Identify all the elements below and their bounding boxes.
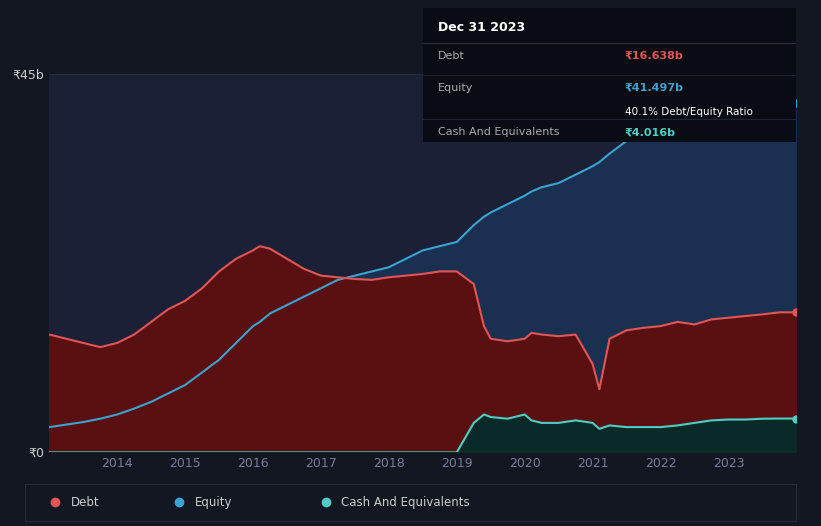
Text: ₹41.497b: ₹41.497b bbox=[625, 83, 684, 93]
Text: Cash And Equivalents: Cash And Equivalents bbox=[341, 496, 470, 509]
Text: ₹16.638b: ₹16.638b bbox=[625, 51, 683, 61]
Text: ₹4.016b: ₹4.016b bbox=[625, 127, 676, 137]
Text: Equity: Equity bbox=[438, 83, 473, 93]
Text: Equity: Equity bbox=[195, 496, 232, 509]
Text: Dec 31 2023: Dec 31 2023 bbox=[438, 21, 525, 34]
Text: Debt: Debt bbox=[438, 51, 465, 61]
Text: 40.1% Debt/Equity Ratio: 40.1% Debt/Equity Ratio bbox=[625, 107, 752, 117]
Text: Debt: Debt bbox=[71, 496, 99, 509]
Text: Cash And Equivalents: Cash And Equivalents bbox=[438, 127, 559, 137]
